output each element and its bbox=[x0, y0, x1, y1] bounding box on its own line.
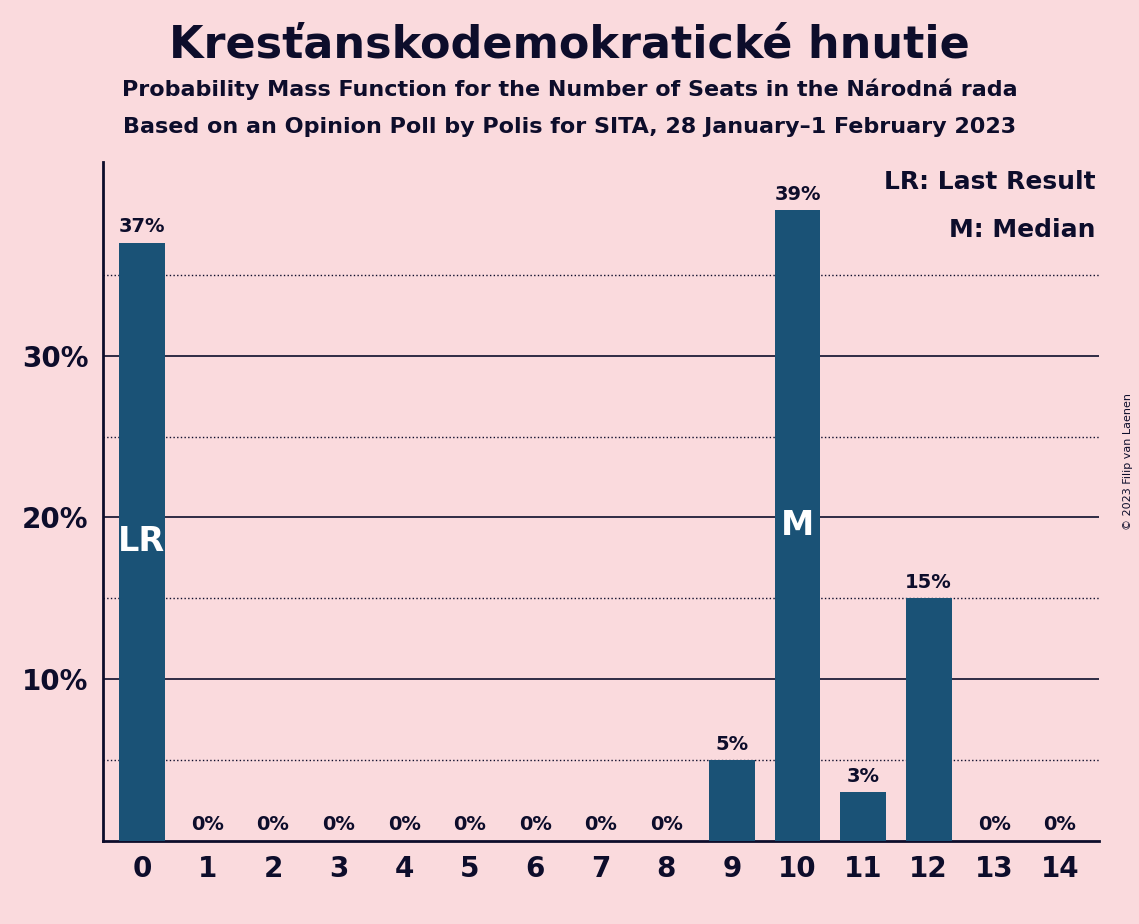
Bar bbox=[775, 211, 820, 841]
Text: 37%: 37% bbox=[118, 217, 165, 236]
Bar bbox=[841, 793, 886, 841]
Text: Probability Mass Function for the Number of Seats in the Národná rada: Probability Mass Function for the Number… bbox=[122, 79, 1017, 100]
Text: 0%: 0% bbox=[977, 815, 1010, 834]
Text: 0%: 0% bbox=[191, 815, 224, 834]
Text: LR: Last Result: LR: Last Result bbox=[884, 170, 1096, 194]
Text: 5%: 5% bbox=[715, 735, 748, 754]
Text: 0%: 0% bbox=[453, 815, 486, 834]
Bar bbox=[906, 599, 951, 841]
Text: 0%: 0% bbox=[584, 815, 617, 834]
Text: 0%: 0% bbox=[519, 815, 551, 834]
Text: 15%: 15% bbox=[906, 573, 952, 592]
Text: 0%: 0% bbox=[387, 815, 420, 834]
Text: LR: LR bbox=[118, 525, 165, 558]
Text: 39%: 39% bbox=[775, 185, 821, 203]
Text: © 2023 Filip van Laenen: © 2023 Filip van Laenen bbox=[1123, 394, 1133, 530]
Text: 0%: 0% bbox=[650, 815, 682, 834]
Text: 0%: 0% bbox=[256, 815, 289, 834]
Text: 3%: 3% bbox=[846, 767, 879, 785]
Text: M: Median: M: Median bbox=[950, 218, 1096, 242]
Bar bbox=[708, 760, 755, 841]
Bar bbox=[118, 243, 165, 841]
Text: 0%: 0% bbox=[322, 815, 355, 834]
Text: Kresťanskodemokratické hnutie: Kresťanskodemokratické hnutie bbox=[169, 23, 970, 67]
Text: 0%: 0% bbox=[1043, 815, 1076, 834]
Text: M: M bbox=[781, 509, 814, 542]
Text: Based on an Opinion Poll by Polis for SITA, 28 January–1 February 2023: Based on an Opinion Poll by Polis for SI… bbox=[123, 117, 1016, 138]
